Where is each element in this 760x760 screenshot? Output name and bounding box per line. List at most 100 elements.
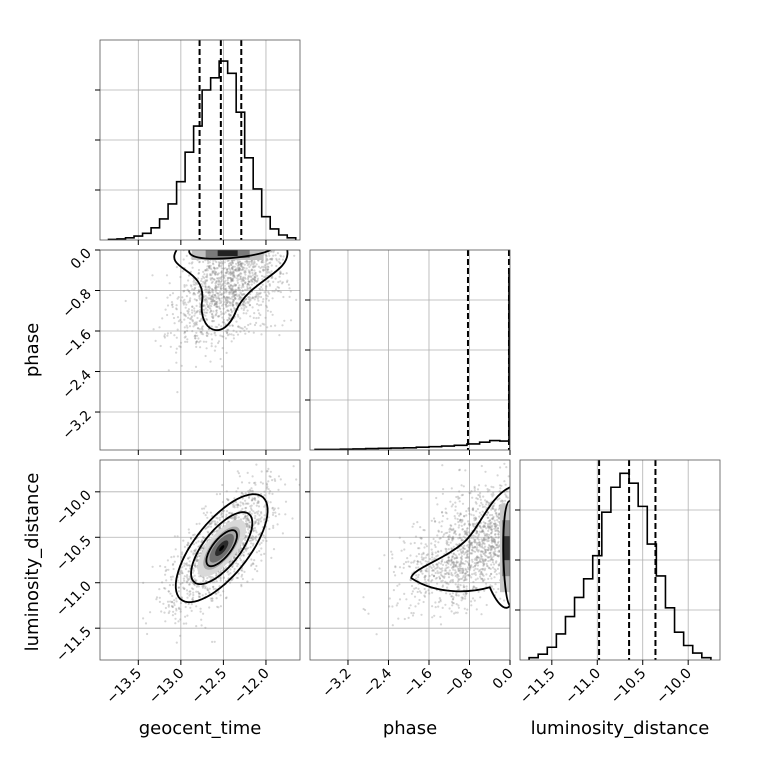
scatter-point — [447, 538, 450, 541]
scatter-point — [209, 511, 212, 514]
scatter-point — [469, 566, 472, 569]
scatter-point — [505, 494, 508, 497]
scatter-point — [236, 503, 239, 506]
scatter-point — [259, 266, 262, 270]
scatter-point — [218, 518, 221, 522]
scatter-point — [245, 305, 248, 309]
scatter-point — [260, 492, 263, 496]
scatter-point — [454, 574, 457, 578]
scatter-point — [187, 557, 190, 560]
scatter-point — [492, 493, 495, 496]
scatter-point — [472, 546, 475, 549]
scatter-point — [271, 276, 274, 279]
scatter-point — [206, 288, 209, 291]
scatter-point — [165, 579, 168, 582]
scatter-point — [198, 592, 201, 595]
scatter-point — [494, 536, 498, 539]
scatter-point — [210, 300, 213, 303]
scatter-point — [454, 569, 457, 572]
scatter-point — [256, 274, 259, 277]
scatter-point — [229, 568, 232, 571]
scatter-point — [214, 288, 217, 291]
scatter-point — [168, 610, 171, 613]
scatter-point — [216, 267, 219, 270]
scatter-point — [197, 337, 200, 340]
scatter-point — [481, 567, 485, 570]
scatter-point — [484, 484, 487, 487]
scatter-point — [474, 546, 477, 549]
scatter-point — [207, 291, 210, 295]
scatter-point — [219, 265, 222, 268]
scatter-point — [498, 517, 501, 520]
scatter-point — [212, 316, 215, 319]
scatter-point — [209, 296, 212, 299]
scatter-point — [251, 490, 254, 493]
scatter-point — [219, 280, 223, 283]
scatter-point — [445, 542, 448, 545]
scatter-point — [501, 502, 504, 505]
scatter-point — [443, 569, 446, 572]
scatter-point — [264, 536, 267, 539]
scatter-point — [225, 497, 229, 501]
scatter-point — [276, 290, 279, 293]
scatter-point — [476, 543, 479, 546]
scatter-point — [244, 269, 247, 272]
scatter-point — [277, 475, 281, 478]
scatter-point — [246, 524, 249, 527]
scatter-point — [473, 558, 476, 561]
scatter-point — [180, 341, 183, 344]
scatter-point — [226, 281, 229, 284]
scatter-point — [274, 479, 277, 482]
scatter-point — [266, 280, 270, 283]
scatter-point — [455, 557, 458, 560]
scatter-point — [464, 597, 467, 600]
scatter-point — [452, 545, 455, 548]
xtick-label-luminosity-distance-3: −10.0 — [653, 666, 695, 708]
scatter-point — [453, 557, 456, 560]
scatter-point — [257, 500, 260, 503]
scatter-point — [226, 270, 229, 273]
scatter-point — [455, 556, 458, 559]
scatter-point — [260, 261, 263, 264]
scatter-point — [203, 276, 206, 279]
scatter-point — [239, 272, 242, 275]
scatter-point — [244, 502, 247, 505]
scatter-point — [264, 316, 267, 319]
scatter-point — [500, 484, 503, 487]
scatter-point — [226, 330, 229, 333]
scatter-point — [396, 584, 399, 587]
scatter-point — [441, 606, 444, 610]
scatter-point — [220, 287, 223, 290]
scatter-point — [186, 564, 189, 567]
scatter-point — [212, 585, 215, 588]
scatter-point — [415, 577, 418, 580]
scatter-point — [268, 271, 271, 274]
scatter-point — [438, 575, 441, 579]
scatter-point — [423, 578, 427, 581]
scatter-point — [268, 475, 271, 478]
scatter-point — [213, 271, 216, 274]
scatter-point — [266, 295, 269, 298]
scatter-point — [189, 284, 192, 287]
scatter-point — [221, 312, 224, 315]
scatter-point — [403, 592, 406, 596]
scatter-point — [233, 556, 236, 559]
scatter-point — [471, 560, 474, 563]
scatter-point — [483, 525, 487, 528]
scatter-point — [419, 536, 422, 539]
scatter-point — [473, 562, 476, 565]
scatter-point — [236, 487, 240, 490]
scatter-point — [235, 553, 238, 556]
scatter-point — [194, 365, 198, 368]
scatter-point — [470, 549, 474, 552]
scatter-point — [249, 546, 252, 549]
scatter-point — [450, 573, 453, 576]
scatter-point — [459, 513, 462, 516]
scatter-point — [211, 262, 215, 265]
scatter-point — [457, 537, 460, 540]
scatter-point — [248, 481, 251, 484]
scatter-point — [235, 320, 238, 323]
scatter-point — [230, 310, 234, 313]
scatter-point — [456, 543, 459, 547]
scatter-point — [481, 550, 484, 554]
